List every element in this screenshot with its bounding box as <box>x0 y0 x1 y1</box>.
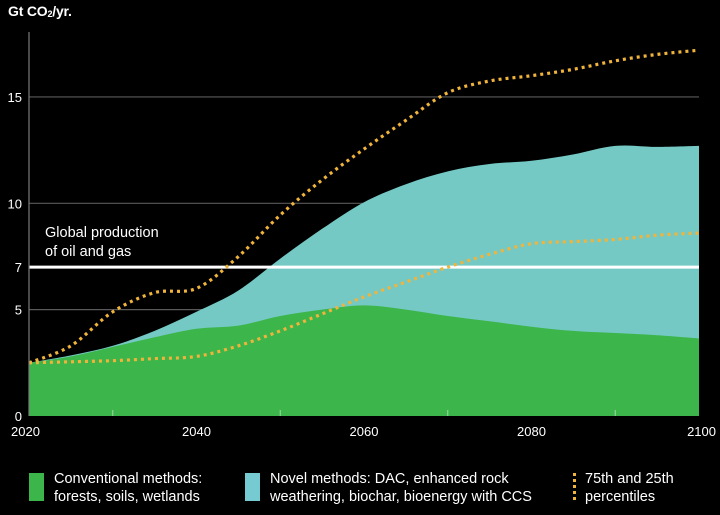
unit-subscript: 2 <box>47 9 53 19</box>
legend-line1: 75th and 25th <box>585 471 674 487</box>
percentile-lines <box>28 48 700 365</box>
unit-tail: /yr. <box>52 3 72 19</box>
reference-line-label-1: Global production <box>45 225 159 241</box>
x-tick-label-2020: 2020 <box>11 424 40 439</box>
legend-swatch-conventional <box>29 473 44 501</box>
area-conventional-methods <box>29 305 699 416</box>
y-axis-unit-label: Gt CO2/yr. <box>8 3 72 19</box>
legend-text-conventional: Conventional methods: forests, soils, we… <box>54 470 202 506</box>
x-tick-label-2100: 2100 <box>687 424 716 439</box>
legend-line1: Conventional methods: <box>54 471 203 487</box>
legend-dotted-line-icon <box>573 473 576 501</box>
areas <box>29 145 699 416</box>
legend-swatch-novel <box>245 473 260 501</box>
y-tick-label-7: 7 <box>15 260 22 275</box>
unit-main: Gt CO <box>8 3 48 19</box>
legend-line2: weathering, biochar, bioenergy with CCS <box>270 489 532 505</box>
axes: 0 5 7 10 15 2020 2040 2060 2080 2100 <box>8 32 716 439</box>
legend-text-novel: Novel methods: DAC, enhanced rock weathe… <box>270 470 532 506</box>
line-75th-percentile <box>28 48 700 365</box>
reference-line-label-2: of oil and gas <box>45 244 131 260</box>
y-tick-label-10: 10 <box>8 196 22 211</box>
line-25th-percentile <box>28 231 700 365</box>
x-tick-label-2060: 2060 <box>350 424 379 439</box>
legend-line2: forests, soils, wetlands <box>54 489 200 505</box>
x-tick-label-2080: 2080 <box>517 424 546 439</box>
x-tick-label-2040: 2040 <box>182 424 211 439</box>
legend-line1: Novel methods: DAC, enhanced rock <box>270 471 509 487</box>
legend-line2: percentiles <box>585 489 656 505</box>
legend-text-percentiles: 75th and 25th percentiles <box>585 470 674 506</box>
y-tick-label-0: 0 <box>15 409 22 424</box>
y-tick-label-5: 5 <box>15 303 22 318</box>
y-tick-label-15: 15 <box>8 90 22 105</box>
